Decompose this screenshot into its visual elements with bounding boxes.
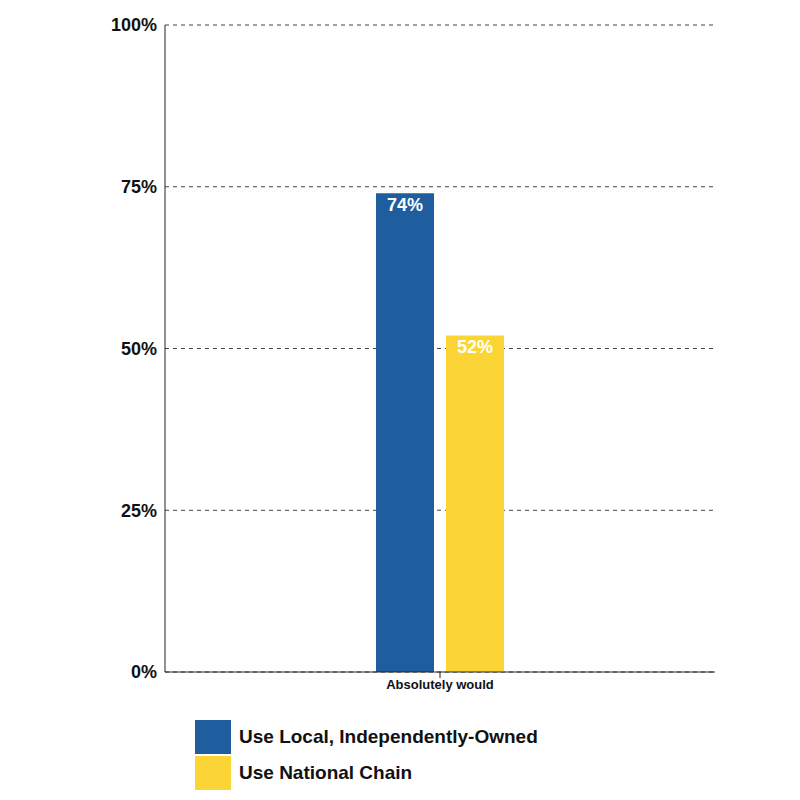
svg-text:100%: 100% <box>111 15 157 35</box>
svg-text:52%: 52% <box>457 337 493 357</box>
svg-text:25%: 25% <box>121 501 157 521</box>
svg-text:Absolutely would: Absolutely would <box>386 677 494 692</box>
svg-text:0%: 0% <box>131 662 157 682</box>
html-text:Use Local, Independently-Owned: Use Local, Independently-Owned <box>239 726 538 747</box>
html-text:Use National Chain: Use National Chain <box>239 762 413 783</box>
svg-text:50%: 50% <box>121 339 157 359</box>
svg-text:74%: 74% <box>387 195 423 215</box>
svg-text:75%: 75% <box>121 177 157 197</box>
